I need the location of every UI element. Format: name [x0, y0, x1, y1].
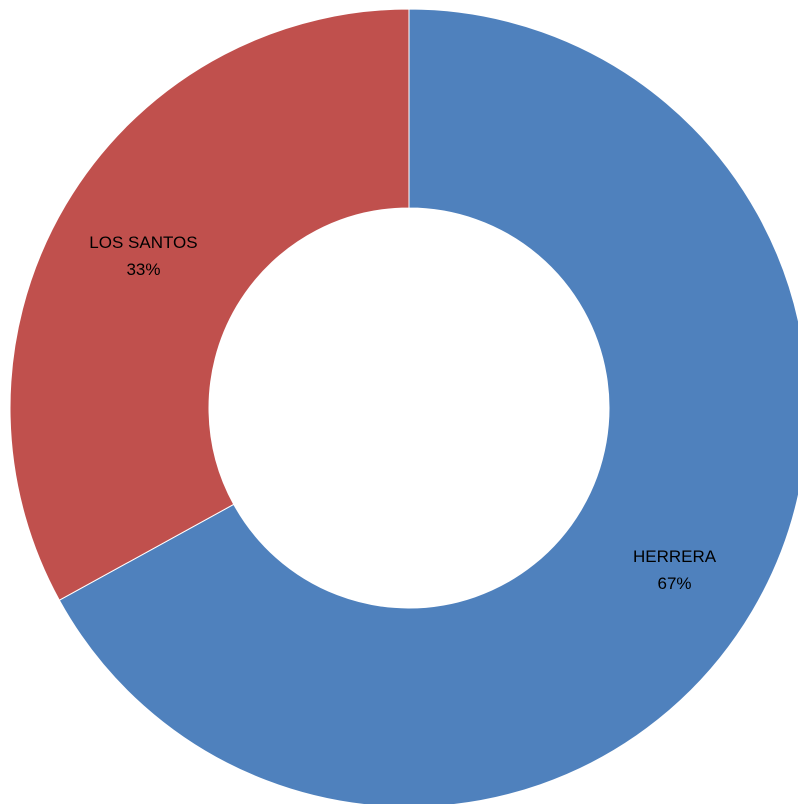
slice-los-santos	[9, 8, 410, 601]
slice-percent-herrera: 67%	[658, 574, 692, 593]
slice-percent-los-santos: 33%	[126, 260, 160, 279]
labels-layer: HERRERA 67% LOS SANTOS 33%	[89, 233, 716, 593]
slice-herrera	[58, 8, 798, 804]
slice-label-los-santos: LOS SANTOS	[89, 233, 197, 252]
slice-label-herrera: HERRERA	[633, 547, 717, 566]
slices-layer	[9, 8, 798, 804]
